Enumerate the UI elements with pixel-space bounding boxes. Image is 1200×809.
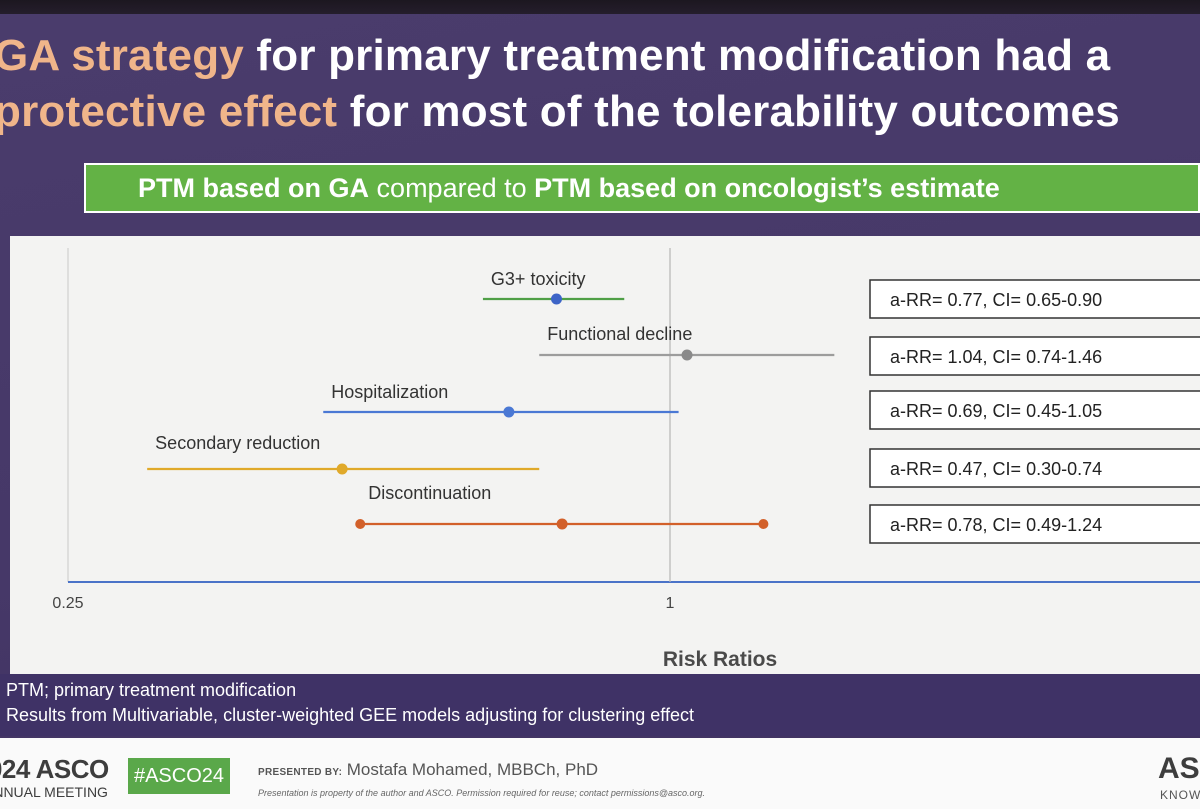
annotation-box-2: [869, 390, 1200, 430]
title-accent-2: protective effect: [0, 87, 338, 136]
ci-upper-dot-4: [758, 519, 769, 529]
annotation-box-4: [869, 504, 1200, 544]
presenter-name: Mostafa Mohamed, MBBCh, PhD: [346, 760, 599, 779]
annotation-box-3: [869, 448, 1200, 488]
annotation-text-1: a-RR= 1.04, CI= 0.74-1.46: [890, 347, 1102, 367]
comparison-banner: PTM based on GA compared to PTM based on…: [84, 163, 1200, 213]
point-estimate-0: [551, 293, 563, 305]
title-line-1: GA strategy for primary treatment modifi…: [0, 28, 1200, 84]
annotation-box-0: [869, 279, 1200, 319]
presented-by-label: PRESENTED BY:: [258, 767, 343, 778]
title-rest-2: for most of the tolerability outcomes: [349, 87, 1120, 136]
footnotes: PTM; primary treatment modification Resu…: [0, 674, 1200, 736]
annotation-text-4: a-RR= 0.78, CI= 0.49-1.24: [890, 515, 1102, 535]
x-tick-label-0: 0.25: [52, 595, 83, 612]
point-estimate-3: [336, 463, 348, 475]
hashtag-badge: #ASCO24: [128, 758, 230, 794]
ci-lower-dot-4: [355, 519, 366, 529]
asco-right-logo: ASCO: [1158, 752, 1200, 785]
outcome-label-4: Discontinuation: [368, 483, 491, 503]
copyright-note: Presentation is property of the author a…: [258, 788, 706, 798]
annotation-text-3: a-RR= 0.47, CI= 0.30-0.74: [890, 459, 1102, 479]
point-estimate-1: [681, 349, 693, 361]
x-axis-title: Risk Ratios: [663, 648, 777, 671]
outcome-label-3: Secondary reduction: [155, 433, 320, 453]
forest-plot: 0.25 1 Risk Ratios G3+ toxicity a-RR= 0.77, …: [52, 248, 1200, 671]
title-line-2: protective effect for most of the tolera…: [0, 84, 1200, 140]
point-estimate-4: [556, 518, 568, 530]
knowledge-label: KNOWLEDGE: [1160, 788, 1200, 802]
footnote-methods: Results from Multivariable, cluster-weig…: [6, 705, 694, 725]
annotation-text-0: a-RR= 0.77, CI= 0.65-0.90: [890, 290, 1102, 310]
outcome-label-1: Functional decline: [547, 324, 692, 344]
presenter: PRESENTED BY: Mostafa Mohamed, MBBCh, Ph…: [258, 760, 598, 780]
x-tick-label-1: 1: [666, 595, 675, 612]
title-accent-1: GA strategy: [0, 31, 244, 80]
banner-compared: compared to: [376, 173, 527, 203]
outcome-label-0: G3+ toxicity: [491, 269, 586, 289]
banner-ga: PTM based on GA: [138, 173, 370, 203]
asco-logo: 2024 ASCO: [0, 754, 109, 784]
annotation-box-1: [869, 336, 1200, 376]
footnote-ptm: PTM; primary treatment modification: [6, 680, 297, 700]
banner-oncologist: PTM based on oncologist’s estimate: [534, 173, 1000, 203]
outcome-label-2: Hospitalization: [331, 382, 448, 402]
annual-meeting-label: ANNUAL MEETING: [0, 784, 108, 800]
annotation-text-2: a-RR= 0.69, CI= 0.45-1.05: [890, 401, 1102, 421]
slide-title: GA strategy for primary treatment modifi…: [0, 28, 1200, 140]
title-rest-1: for primary treatment modification had a: [256, 31, 1111, 80]
slide-footer: 2024 ASCO ANNUAL MEETING #ASCO24 PRESENT…: [0, 738, 1200, 809]
point-estimate-2: [503, 406, 515, 418]
forest-plot-panel: 0.25 1 Risk Ratios G3+ toxicity a-RR= 0.77, …: [10, 236, 1200, 674]
